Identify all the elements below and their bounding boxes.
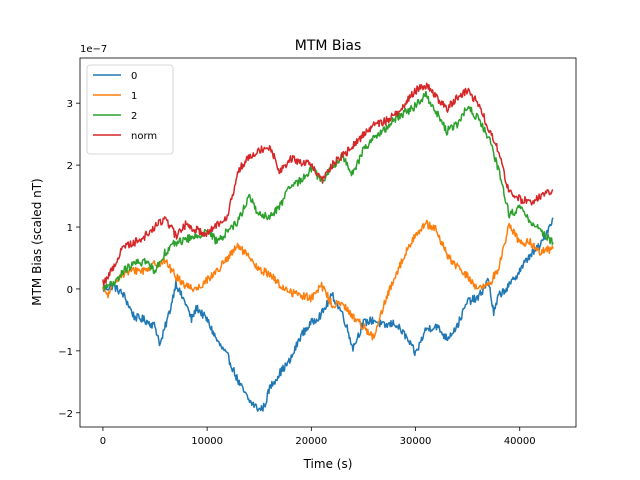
x-tick-label: 0: [100, 436, 106, 447]
y-tick-label: 1: [67, 223, 73, 234]
legend: 0 1 2 norm: [86, 64, 174, 155]
y-offset-label: 1e−7: [80, 44, 107, 55]
series-line-1: [102, 219, 554, 341]
y-tick-label: 2: [67, 161, 73, 172]
y-axis: −2 −1 0 1 2 3: [58, 99, 80, 420]
legend-label-norm: norm: [131, 131, 157, 142]
series-lines: [102, 82, 554, 412]
legend-label-0: 0: [131, 71, 137, 82]
chart-title: MTM Bias: [295, 38, 362, 54]
series-line-norm: [102, 82, 554, 287]
legend-label-2: 2: [131, 111, 137, 122]
x-tick-label: 30000: [400, 436, 432, 447]
series-line-2: [102, 90, 554, 291]
legend-box: [86, 64, 174, 155]
series-line-0: [102, 217, 554, 412]
x-tick-label: 40000: [504, 436, 536, 447]
x-tick-label: 20000: [295, 436, 327, 447]
y-tick-label: 3: [67, 99, 73, 110]
y-tick-label: −1: [58, 347, 73, 358]
y-axis-label: MTM Bias (scaled nT): [30, 178, 44, 306]
legend-label-1: 1: [131, 91, 137, 102]
x-axis: 0 10000 20000 30000 40000: [100, 427, 536, 447]
plot-frame: [79, 57, 577, 428]
y-tick-label: −2: [58, 409, 73, 420]
x-tick-label: 10000: [191, 436, 223, 447]
x-axis-label: Time (s): [303, 457, 353, 471]
y-tick-label: 0: [67, 285, 73, 296]
